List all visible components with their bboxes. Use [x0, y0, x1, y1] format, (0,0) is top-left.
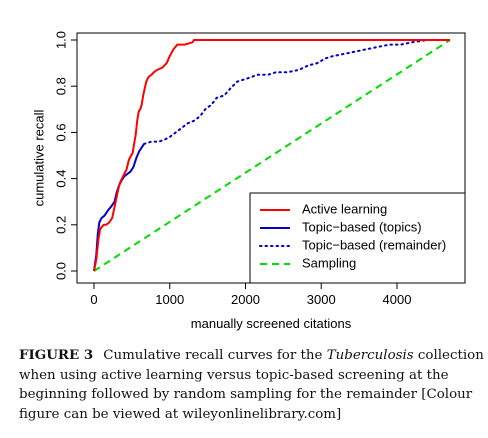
legend-label: Topic−based (remainder)	[302, 237, 446, 252]
y-axis-label: cumulative recall	[31, 109, 46, 206]
legend-label: Topic−based (topics)	[302, 219, 422, 234]
y-tick-label: 0.8	[53, 77, 68, 95]
series-line-0	[93, 39, 450, 272]
x-tick-label: 3000	[307, 292, 336, 307]
series-line-2	[143, 39, 451, 145]
series-line-1	[93, 143, 145, 272]
caption-label: FIGURE 3	[19, 347, 94, 363]
x-tick-label: 4000	[383, 292, 412, 307]
x-tick-label: 2000	[231, 292, 260, 307]
y-tick-label: 0.4	[53, 170, 68, 188]
x-axis-label: manually screened citations	[191, 316, 352, 331]
figure-caption: FIGURE 3 Cumulative recall curves for the…	[19, 346, 484, 424]
y-tick-label: 0.6	[53, 123, 68, 141]
caption-italic-term: Tuberculosis	[326, 348, 414, 363]
y-tick-label: 0.2	[53, 216, 68, 234]
y-tick-label: 1.0	[53, 31, 68, 49]
x-tick-label: 0	[90, 292, 97, 307]
caption-text-after: collection when using active learning ve…	[19, 348, 484, 422]
legend-label: Sampling	[302, 255, 356, 270]
x-tick-label: 1000	[155, 292, 184, 307]
legend-label: Active learning	[302, 201, 387, 216]
recall-chart: 0 1000 2000 3000 4000 manually screened citat…	[31, 31, 466, 331]
series-line-3	[93, 39, 451, 272]
y-tick-label: 0.0	[53, 262, 68, 280]
legend-box	[249, 192, 466, 284]
caption-text-before: Cumulative recall curves for the	[103, 348, 327, 363]
